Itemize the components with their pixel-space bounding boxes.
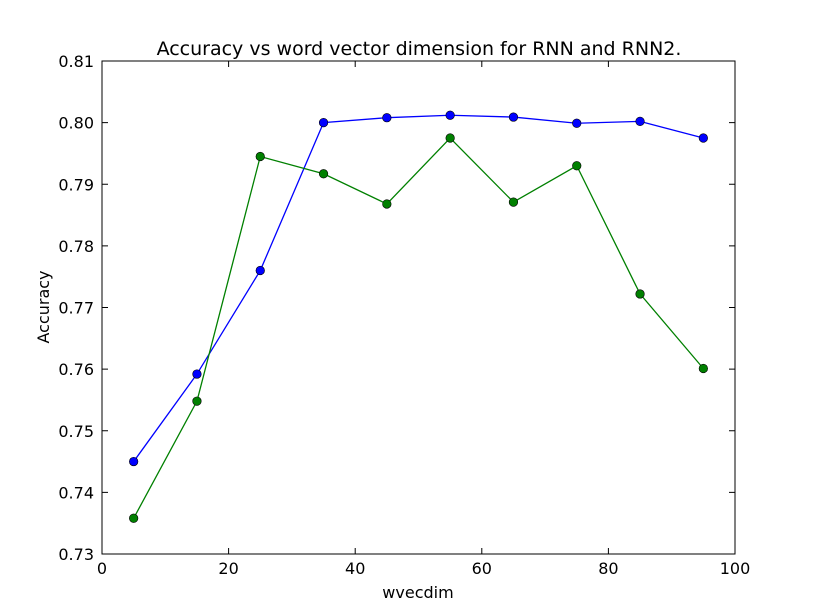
series-layer bbox=[129, 110, 708, 523]
y-axis-title: Accuracy bbox=[34, 270, 53, 343]
y-tick-label: 0.81 bbox=[58, 52, 94, 71]
series-2-point bbox=[635, 289, 645, 299]
series-1-point bbox=[255, 265, 265, 276]
series-2-point bbox=[255, 151, 265, 162]
series-1-point bbox=[445, 110, 455, 120]
series-1-point bbox=[129, 456, 139, 467]
x-tick-label: 40 bbox=[345, 559, 365, 578]
x-axis-title: wvecdim bbox=[382, 583, 453, 602]
series-1-point bbox=[508, 112, 519, 122]
series-2-point bbox=[572, 161, 582, 171]
x-tick-label: 20 bbox=[218, 559, 238, 578]
chart-title: Accuracy vs word vector dimension for RN… bbox=[157, 38, 682, 60]
y-tick-label: 0.78 bbox=[58, 237, 94, 256]
x-tick-label: 60 bbox=[472, 559, 492, 578]
series-2-line bbox=[133, 137, 704, 519]
y-tick-label: 0.76 bbox=[58, 360, 94, 379]
series-1-point bbox=[698, 133, 708, 143]
series-1-point bbox=[192, 369, 202, 379]
series-2-point bbox=[382, 199, 392, 209]
series-1-line bbox=[133, 114, 704, 462]
y-tick-label: 0.75 bbox=[58, 422, 94, 441]
series-2-point bbox=[445, 133, 455, 143]
series-1-point bbox=[382, 113, 392, 123]
x-tick-label: 0 bbox=[97, 559, 107, 578]
series-1-point bbox=[572, 118, 582, 128]
y-tick-label: 0.80 bbox=[58, 114, 94, 133]
x-tick-label: 80 bbox=[598, 559, 618, 578]
x-tick-label: 100 bbox=[720, 559, 751, 578]
y-axis-ticks: 0.73 0.74 0.75 0.76 0.77 0.78 0.79 0.80 0.81 bbox=[58, 52, 735, 564]
y-tick-label: 0.74 bbox=[58, 483, 94, 502]
series-2-point bbox=[129, 513, 139, 523]
series-1-point bbox=[318, 118, 329, 128]
series-1-point bbox=[635, 116, 645, 126]
plot-area-frame bbox=[101, 60, 736, 555]
series-2-point bbox=[508, 197, 519, 207]
y-tick-label: 0.79 bbox=[58, 175, 94, 194]
series-2-point bbox=[318, 169, 329, 179]
y-tick-label: 0.73 bbox=[58, 545, 94, 564]
x-axis-ticks: 0 20 40 60 80 100 bbox=[97, 61, 750, 578]
series-2-point bbox=[192, 396, 202, 406]
series-2-point bbox=[698, 363, 708, 374]
y-tick-label: 0.77 bbox=[58, 299, 94, 318]
